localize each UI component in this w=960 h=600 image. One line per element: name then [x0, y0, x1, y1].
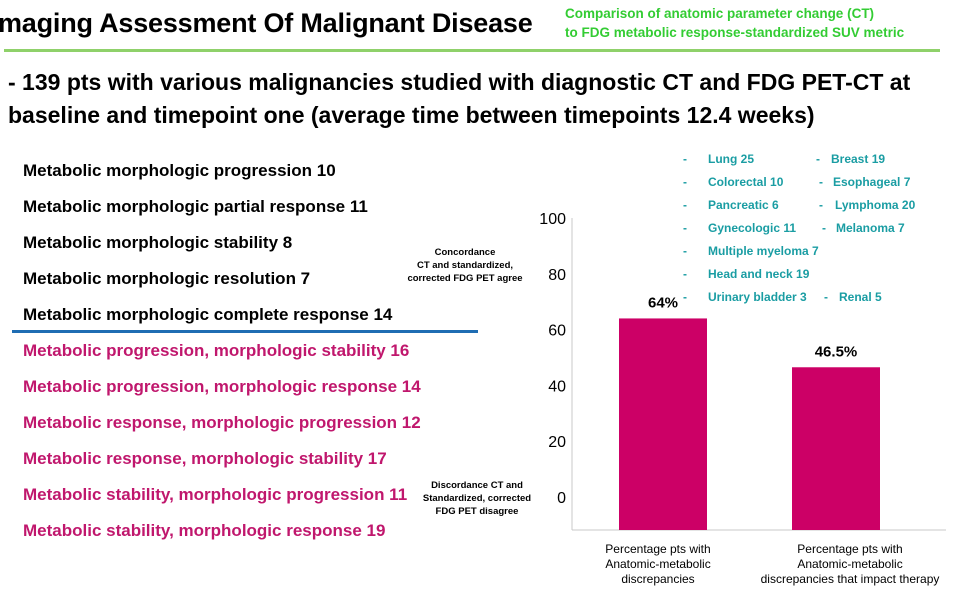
note-line: CT and standardized,: [416, 260, 514, 271]
tumor-site: Breast 19: [831, 152, 886, 166]
note-line: corrected FDG PET agree: [407, 273, 523, 284]
concordance-divider: [12, 330, 478, 333]
tumor-site: Colorectal 10: [708, 175, 784, 189]
y-tick-label: 80: [548, 267, 566, 284]
concordant-outcome: Metabolic morphologic partial response 1…: [23, 197, 368, 216]
y-tick-label: 40: [548, 378, 566, 395]
page-title: maging Assessment Of Malignant Disease: [0, 8, 533, 38]
bullet-dash: -: [683, 290, 687, 304]
bar: [792, 367, 880, 530]
x-category-label: Percentage pts with Anatomic-metabolic d…: [744, 542, 956, 587]
y-tick-label: 20: [548, 434, 566, 451]
note-line: Discordance CT and: [431, 480, 523, 491]
bullet-dash: -: [819, 198, 823, 212]
note-line: Concordance: [434, 247, 496, 258]
bullet-dash: -: [683, 267, 687, 281]
discordant-outcome: Metabolic stability, morphologic respons…: [23, 521, 386, 540]
discordant-outcome: Metabolic progression, morphologic respo…: [23, 377, 421, 396]
y-tick-label: 100: [539, 211, 566, 228]
tumor-site: Melanoma 7: [836, 221, 905, 235]
concordance-note: Concordance CT and standardized, correct…: [400, 246, 530, 285]
tumor-site: Gynecologic 11: [708, 221, 797, 235]
x-category-line: discrepancies: [621, 572, 695, 586]
discordant-outcome: Metabolic response, morphologic stabilit…: [23, 449, 387, 468]
discordant-outcome: Metabolic stability, morphologic progres…: [23, 485, 408, 504]
title-underline: [4, 49, 940, 52]
bullet-dash: -: [824, 290, 828, 304]
tumor-site: Lung 25: [708, 152, 755, 166]
discordant-outcome: Metabolic progression, morphologic stabi…: [23, 341, 410, 360]
subtitle-line: to FDG metabolic response-standardized S…: [565, 25, 905, 40]
discordance-note: Discordance CT and Standardized, correct…: [414, 479, 540, 518]
tumor-site: Urinary bladder 3: [708, 290, 807, 304]
bullet-dash: -: [683, 244, 687, 258]
bar-data-label: 64%: [648, 294, 678, 311]
x-category-line: Percentage pts with: [797, 542, 903, 556]
bar-data-label: 46.5%: [815, 343, 858, 360]
x-category-label: Percentage pts with Anatomic-metabolic d…: [588, 542, 728, 587]
bullet-dash: -: [816, 152, 820, 166]
bullet-dash: -: [683, 198, 687, 212]
concordant-outcome: Metabolic morphologic complete response …: [23, 305, 393, 324]
tumor-site: Head and neck 19: [708, 267, 810, 281]
bar: [619, 318, 707, 530]
concordant-outcome: Metabolic morphologic stability 8: [23, 233, 293, 252]
concordant-outcome: Metabolic morphologic resolution 7: [23, 269, 311, 288]
tumor-site: Renal 5: [839, 290, 882, 304]
tumor-site: Esophageal 7: [833, 175, 911, 189]
tumor-site: Lymphoma 20: [835, 198, 916, 212]
bullet-dash: -: [819, 175, 823, 189]
bullet-dash: -: [683, 152, 687, 166]
x-category-line: Anatomic-metabolic: [797, 557, 903, 571]
outcome-list: Metabolic morphologic progression 10 Met…: [23, 153, 421, 549]
tumor-site: Pancreatic 6: [708, 198, 779, 212]
x-category-line: Percentage pts with: [605, 542, 711, 556]
bullet-dash: -: [822, 221, 826, 235]
bullet-dash: -: [683, 175, 687, 189]
subtitle-line: Comparison of anatomic parameter change …: [565, 6, 875, 21]
x-category-line: Anatomic-metabolic: [605, 557, 711, 571]
tumor-site: Multiple myeloma 7: [708, 244, 819, 258]
x-category-line: discrepancies that impact therapy: [760, 572, 940, 586]
concordant-outcome: Metabolic morphologic progression 10: [23, 161, 336, 180]
y-tick-label: 60: [548, 323, 566, 340]
y-tick-label: 0: [557, 490, 566, 507]
bullet-dash: -: [683, 221, 687, 235]
discordant-outcome: Metabolic response, morphologic progress…: [23, 413, 421, 432]
note-line: FDG PET disagree: [435, 506, 519, 517]
page-subtitle: Comparison of anatomic parameter change …: [565, 4, 904, 42]
study-summary: - 139 pts with various malignancies stud…: [8, 69, 911, 128]
note-line: Standardized, corrected: [422, 493, 532, 504]
